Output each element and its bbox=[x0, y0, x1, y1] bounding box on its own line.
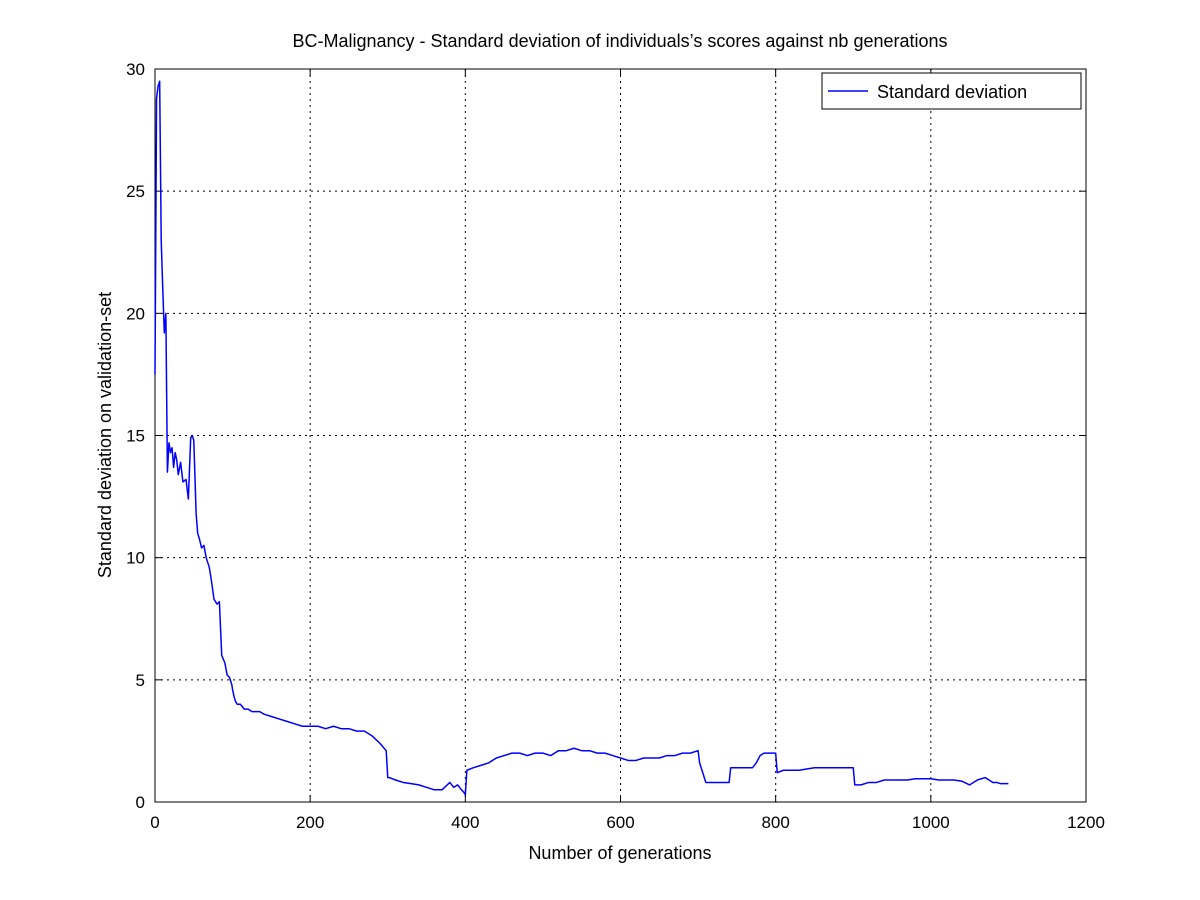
y-tick-label: 15 bbox=[126, 427, 145, 446]
x-tick-label: 400 bbox=[451, 813, 479, 832]
x-tick-label: 600 bbox=[606, 813, 634, 832]
grid bbox=[155, 69, 1086, 802]
x-tick-label: 1200 bbox=[1067, 813, 1105, 832]
y-axis-label: Standard deviation on validation-set bbox=[95, 292, 115, 578]
y-tick-label: 0 bbox=[136, 793, 145, 812]
legend: Standard deviation bbox=[821, 72, 1082, 110]
y-tick-label: 5 bbox=[136, 671, 145, 690]
y-tick-label: 20 bbox=[126, 304, 145, 323]
y-tick-label: 10 bbox=[126, 549, 145, 568]
series-line-standard-deviation bbox=[154, 80, 1009, 796]
chart-title: BC-Malignancy - Standard deviation of in… bbox=[292, 31, 947, 51]
x-tick-label: 200 bbox=[296, 813, 324, 832]
axis-ticks: 0 200 400 600 800 1000 1200 0 5 10 15 20 25 30 bbox=[126, 60, 1105, 832]
x-tick-label: 0 bbox=[150, 813, 159, 832]
x-tick-label: 1000 bbox=[912, 813, 950, 832]
x-tick-label: 800 bbox=[761, 813, 789, 832]
y-tick-label: 25 bbox=[126, 182, 145, 201]
y-tick-label: 30 bbox=[126, 60, 145, 79]
legend-entry-standard-deviation: Standard deviation bbox=[877, 82, 1027, 102]
x-axis-label: Number of generations bbox=[528, 843, 711, 863]
series-layer bbox=[154, 80, 1009, 796]
